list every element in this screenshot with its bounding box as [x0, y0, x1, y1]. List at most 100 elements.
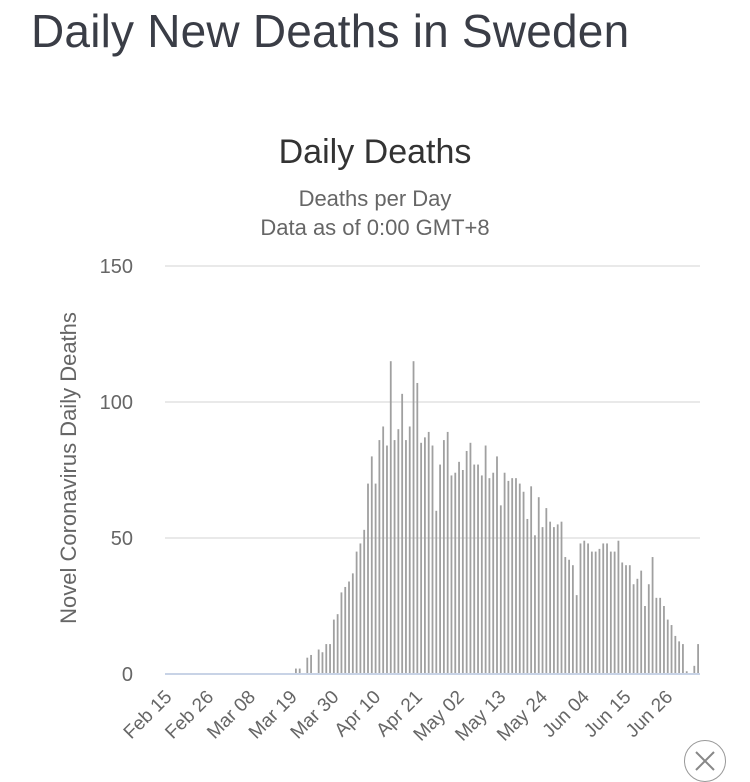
bars: [295, 361, 699, 674]
bar: [416, 382, 419, 674]
bar: [499, 505, 502, 674]
bar: [628, 565, 631, 674]
close-icon: [695, 751, 715, 771]
bar: [329, 644, 331, 674]
bar: [644, 606, 646, 674]
bar: [549, 521, 552, 674]
bar: [435, 510, 438, 674]
bar: [484, 445, 487, 674]
bar: [697, 644, 699, 674]
bar: [382, 426, 385, 674]
chart-subtitle: Deaths per Day: [299, 186, 452, 211]
bar: [420, 442, 423, 674]
bar: [427, 431, 430, 674]
bar: [488, 478, 491, 674]
bar: [632, 584, 635, 674]
bar: [310, 654, 312, 674]
y-axis-label: Novel Coronavirus Daily Deaths: [56, 312, 81, 624]
bar: [590, 551, 593, 674]
x-tick-label: Jun 26: [622, 687, 677, 742]
x-tick-label: Apr 10: [331, 687, 385, 741]
bar: [340, 592, 343, 674]
bar: [507, 480, 510, 674]
chart-subtitle-data-as-of: Data as of 0:00 GMT+8: [260, 215, 489, 240]
bar: [442, 440, 445, 674]
bar: [522, 491, 525, 674]
bar: [477, 464, 479, 674]
bar: [541, 527, 544, 674]
bar: [647, 584, 650, 674]
bar: [515, 478, 517, 674]
bar: [386, 445, 388, 674]
bar: [575, 595, 578, 674]
bar: [526, 518, 529, 674]
bar: [458, 461, 460, 674]
bar: [450, 475, 453, 674]
bar: [306, 657, 309, 674]
y-tick-label: 0: [122, 664, 133, 686]
bar: [682, 644, 684, 674]
bar: [401, 393, 404, 674]
bar: [503, 472, 506, 674]
bar: [511, 478, 514, 674]
bar: [317, 649, 320, 674]
bar: [655, 597, 658, 674]
bar: [439, 464, 441, 674]
bar: [583, 540, 586, 674]
bar: [651, 557, 654, 674]
bar: [553, 527, 555, 674]
bar: [424, 437, 426, 674]
y-tick-label: 50: [111, 528, 133, 550]
bar: [598, 548, 601, 674]
bar: [480, 475, 483, 674]
bar: [325, 644, 328, 674]
bar: [606, 543, 608, 674]
bar: [408, 426, 411, 674]
bar: [370, 456, 373, 674]
bar: [355, 551, 358, 674]
bar: [587, 543, 589, 674]
bar: [621, 562, 624, 674]
bar: [378, 440, 381, 674]
close-button[interactable]: [684, 740, 726, 782]
bar: [545, 508, 548, 674]
bar: [397, 429, 400, 674]
bar: [617, 540, 620, 674]
bar: [659, 597, 662, 674]
bar: [571, 565, 574, 674]
bar: [461, 470, 464, 674]
bar: [636, 578, 639, 674]
bar: [295, 668, 297, 674]
bar: [496, 456, 498, 674]
bar: [670, 625, 673, 674]
bar: [336, 614, 339, 674]
chart-title: Daily Deaths: [279, 133, 472, 171]
bar: [579, 543, 582, 674]
bar: [564, 557, 567, 674]
bar: [431, 445, 434, 674]
bar: [363, 529, 366, 674]
bar: [405, 440, 407, 674]
bar: [469, 442, 472, 674]
bar: [332, 619, 335, 674]
bar: [666, 619, 669, 674]
bar: [344, 586, 347, 674]
y-tick-label: 100: [100, 392, 133, 414]
bar: [351, 573, 354, 674]
bar: [465, 450, 468, 674]
bar: [625, 565, 627, 674]
bar: [609, 551, 612, 674]
bar: [537, 497, 540, 674]
bar: [613, 551, 616, 674]
bar: [298, 668, 301, 674]
bar: [685, 671, 688, 674]
y-tick-labels: 0 50 100 150: [100, 256, 133, 686]
bar: [518, 483, 521, 674]
bar: [367, 483, 369, 674]
bar: [454, 472, 457, 674]
bar: [530, 486, 533, 674]
bar: [446, 431, 449, 674]
bar: [348, 581, 350, 674]
